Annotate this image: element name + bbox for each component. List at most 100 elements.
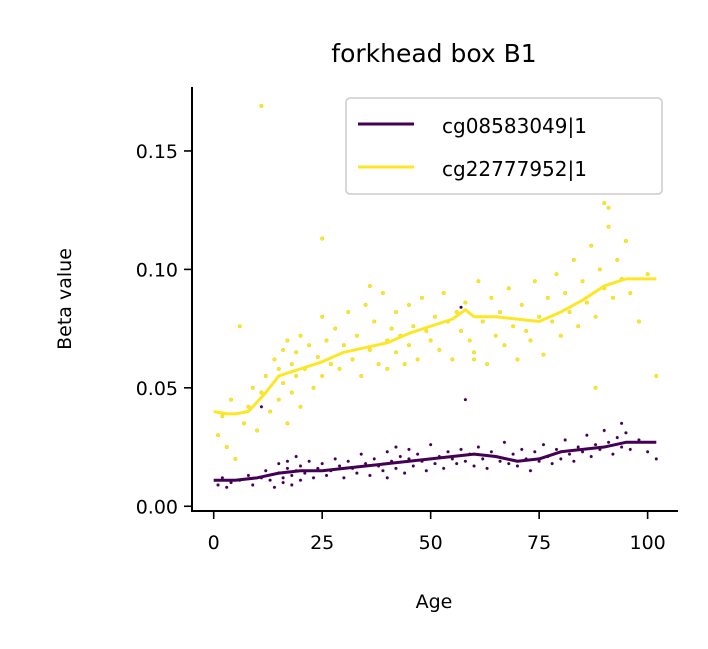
- data-point: [593, 385, 598, 390]
- data-point: [541, 352, 546, 357]
- data-point: [528, 338, 533, 343]
- data-point: [463, 459, 468, 464]
- legend-label-series-2: cg22777952|1: [442, 157, 587, 181]
- data-point: [289, 473, 294, 478]
- data-point: [324, 473, 329, 478]
- data-point: [593, 442, 598, 447]
- data-point: [246, 404, 251, 409]
- data-point: [385, 449, 390, 454]
- data-point: [224, 444, 229, 450]
- data-point: [359, 373, 364, 379]
- data-point: [541, 442, 546, 447]
- data-point: [276, 461, 281, 466]
- data-point: [402, 362, 407, 367]
- data-point: [606, 224, 611, 229]
- data-point: [215, 482, 221, 487]
- data-point: [389, 326, 394, 331]
- data-point: [415, 357, 420, 362]
- data-point: [363, 302, 368, 307]
- x-tick-label: 75: [527, 532, 551, 554]
- data-point: [524, 328, 529, 334]
- data-point: [619, 421, 624, 426]
- data-point: [406, 302, 412, 307]
- scatter-layer: [215, 103, 659, 490]
- data-point: [602, 428, 607, 433]
- data-point: [285, 421, 290, 426]
- data-point: [380, 468, 385, 473]
- data-point: [259, 103, 264, 108]
- data-point: [215, 433, 221, 438]
- data-point: [324, 338, 329, 343]
- data-point: [511, 452, 516, 457]
- data-point: [602, 201, 607, 206]
- data-point: [281, 475, 286, 480]
- data-point: [285, 459, 290, 464]
- data-point: [550, 319, 555, 324]
- data-point: [376, 362, 381, 367]
- legend-label-series-1: cg08583049|1: [442, 114, 587, 138]
- data-point: [311, 385, 316, 390]
- data-point: [259, 390, 264, 395]
- y-ticks: 0.00 0.05 0.10 0.15: [136, 141, 192, 518]
- data-point: [528, 468, 533, 473]
- data-point: [515, 357, 520, 362]
- data-point: [437, 347, 442, 352]
- data-point: [320, 236, 325, 241]
- data-point: [476, 279, 481, 284]
- data-point: [367, 283, 372, 289]
- x-tick-label: 100: [629, 532, 665, 554]
- data-point: [419, 295, 425, 300]
- data-point: [498, 309, 503, 315]
- data-point: [615, 257, 620, 262]
- data-point: [337, 366, 342, 371]
- data-point: [320, 461, 325, 466]
- data-point: [263, 373, 268, 379]
- data-point: [411, 324, 416, 329]
- data-point: [589, 243, 594, 248]
- data-point: [472, 463, 477, 469]
- data-point: [606, 205, 611, 210]
- data-point: [623, 430, 628, 435]
- data-point: [311, 475, 316, 480]
- data-point: [567, 309, 572, 315]
- data-point: [237, 324, 242, 329]
- data-point: [432, 461, 438, 466]
- data-point: [294, 454, 299, 459]
- data-point: [406, 343, 412, 348]
- data-point: [411, 463, 416, 469]
- data-point: [485, 362, 490, 367]
- data-point: [515, 463, 520, 469]
- data-point: [615, 435, 620, 440]
- data-point: [645, 449, 650, 454]
- data-point: [480, 319, 485, 324]
- data-point: [350, 357, 355, 362]
- data-point: [307, 459, 312, 464]
- data-point: [463, 300, 468, 305]
- y-tick-label: 0.15: [136, 141, 178, 163]
- data-point: [346, 459, 351, 464]
- data-point: [432, 314, 438, 319]
- data-point: [623, 238, 628, 244]
- data-point: [545, 295, 550, 300]
- data-point: [385, 475, 390, 480]
- data-point: [450, 357, 455, 362]
- data-point: [428, 338, 433, 343]
- data-point: [498, 459, 503, 464]
- data-point: [563, 437, 568, 442]
- data-point: [224, 485, 229, 490]
- x-tick-label: 50: [419, 532, 443, 554]
- data-point: [268, 409, 273, 414]
- data-point: [619, 444, 624, 450]
- data-point: [558, 333, 563, 338]
- data-point: [511, 324, 516, 329]
- data-point: [402, 471, 407, 476]
- data-point: [298, 333, 303, 338]
- data-point: [606, 440, 611, 445]
- data-point: [506, 461, 511, 466]
- data-point: [458, 305, 464, 310]
- data-point: [502, 440, 507, 445]
- data-point: [250, 482, 255, 487]
- data-point: [654, 456, 659, 461]
- data-point: [246, 473, 251, 478]
- data-point: [298, 463, 303, 469]
